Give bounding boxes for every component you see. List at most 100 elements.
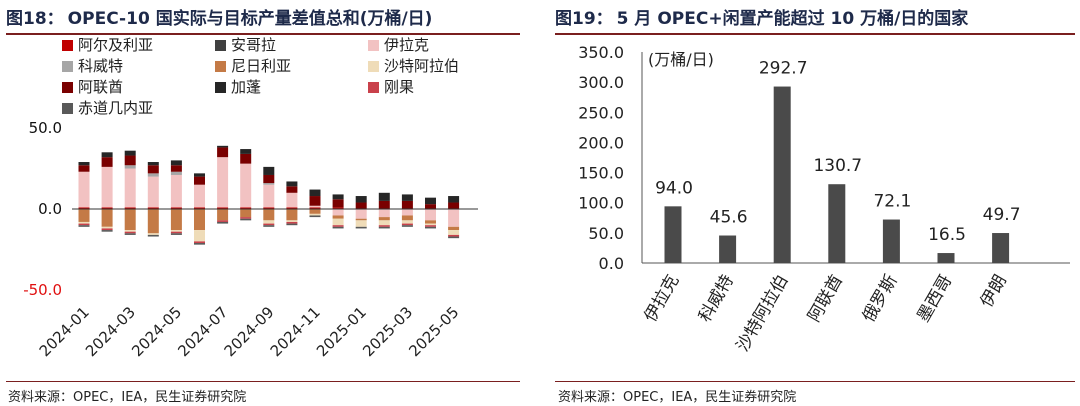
x-tick-label: 2025-05: [405, 303, 462, 360]
bar-segment: [286, 221, 298, 224]
bar-segment: [124, 209, 136, 231]
bar-segment: [378, 226, 390, 229]
x-tick-label: 墨西哥: [914, 272, 957, 326]
bar-segment: [78, 165, 90, 172]
bar-segment: [263, 225, 275, 227]
data-label: 130.7: [813, 156, 862, 176]
bar-segment: [147, 162, 159, 166]
bar-segment: [355, 220, 367, 227]
bar-segment: [147, 233, 159, 235]
bar-segment: [170, 165, 182, 172]
bar-segment: [309, 196, 321, 206]
left-title-rule: [6, 33, 520, 35]
bar: [719, 235, 737, 263]
bar-segment: [170, 171, 182, 175]
left-chart-title: 图18： OPEC-10 国实际与目标产量差值总和(万桶/日): [6, 0, 432, 32]
bar-segment: [101, 228, 113, 231]
legend-label: 伊拉克: [384, 36, 429, 54]
bar-segment: [425, 204, 436, 209]
bar-segment: [124, 230, 136, 232]
y-tick-label: 250.0: [578, 103, 624, 122]
legend-label: 阿尔及利亚: [78, 36, 153, 54]
legend-swatch: [62, 82, 73, 93]
bar-segment: [263, 207, 275, 209]
bar-segment: [425, 220, 436, 224]
legend-swatch: [368, 82, 379, 93]
bar-segment: [355, 202, 367, 209]
bar: [773, 86, 791, 263]
x-tick-label: 2024-09: [221, 303, 278, 360]
y-tick-label: 200.0: [578, 133, 624, 152]
legend-swatch: [62, 40, 73, 51]
bar-segment: [332, 226, 344, 229]
bar-segment: [78, 171, 90, 208]
legend-swatch: [368, 61, 379, 72]
bar-segment: [194, 243, 205, 245]
bar-segment: [425, 223, 436, 226]
bar-segment: [378, 217, 390, 221]
bar-segment: [355, 196, 367, 203]
bar-segment: [448, 236, 460, 239]
x-tick-label: 沙特阿拉伯: [733, 272, 793, 356]
bar: [882, 219, 900, 263]
bar-segment: [332, 207, 344, 209]
bar-segment: [263, 174, 275, 184]
bar-segment: [124, 155, 136, 166]
bar-segment: [332, 194, 344, 200]
bar-segment: [78, 162, 90, 166]
bar-segment: [240, 218, 252, 221]
bar-segment: [355, 218, 367, 221]
bar-segment: [240, 153, 252, 164]
legend-label: 赤道几内亚: [78, 99, 153, 117]
bar-segment: [194, 209, 205, 231]
x-tick-label: 2024-05: [128, 303, 185, 360]
bar: [937, 253, 955, 263]
bar-segment: [170, 207, 182, 209]
legend-label: 尼日利亚: [231, 57, 291, 75]
unit-label: (万桶/日): [648, 50, 714, 69]
x-tick-label: 2025-03: [359, 303, 416, 360]
bar-segment: [425, 197, 436, 205]
bar-segment: [263, 209, 275, 221]
bar-segment: [170, 209, 182, 231]
bar-segment: [194, 176, 205, 185]
legend-swatch: [62, 103, 73, 114]
bar-segment: [401, 209, 413, 216]
bar-segment: [263, 223, 275, 226]
bar-segment: [332, 209, 344, 216]
data-label: 16.5: [928, 225, 966, 245]
y-tick-label: 350.0: [578, 43, 624, 62]
bar-segment: [124, 207, 136, 209]
bar-segment: [217, 207, 229, 209]
bar-segment: [78, 207, 90, 209]
x-tick-label: 2024-07: [174, 303, 231, 360]
bar-segment: [217, 221, 229, 224]
data-label: 94.0: [655, 178, 693, 198]
bar-segment: [240, 207, 252, 209]
bar-segment: [263, 184, 275, 208]
bar-segment: [194, 230, 205, 242]
bar-segment: [401, 215, 413, 221]
bar-segment: [217, 220, 229, 222]
bar-segment: [170, 174, 182, 208]
legend-label: 加蓬: [231, 78, 261, 96]
x-tick-label: 科威特: [695, 272, 738, 326]
x-tick-label: 俄罗斯: [859, 272, 902, 326]
right-figure-title: 5 月 OPEC+闲置产能超过 10 万桶/日的国家: [616, 8, 969, 29]
legend-swatch: [62, 61, 73, 72]
bar-segment: [309, 189, 321, 197]
bar-segment: [309, 209, 321, 214]
right-chart: 350.0 300.0 250.0 200.0 150.0 100.0 50.0 0.0 (万桶…: [578, 43, 1070, 356]
bar-segment: [286, 207, 298, 209]
right-title-rule: [555, 33, 1075, 35]
bar-segment: [309, 213, 321, 216]
bar: [664, 206, 682, 263]
bar-segment: [170, 233, 182, 235]
legend-swatch: [215, 61, 226, 72]
bar-segment: [78, 223, 90, 226]
bar-segment: [355, 209, 367, 219]
bar-segment: [309, 205, 321, 208]
x-tick-label: 2024-11: [267, 303, 324, 360]
y-tick-label: -50.0: [23, 281, 62, 299]
